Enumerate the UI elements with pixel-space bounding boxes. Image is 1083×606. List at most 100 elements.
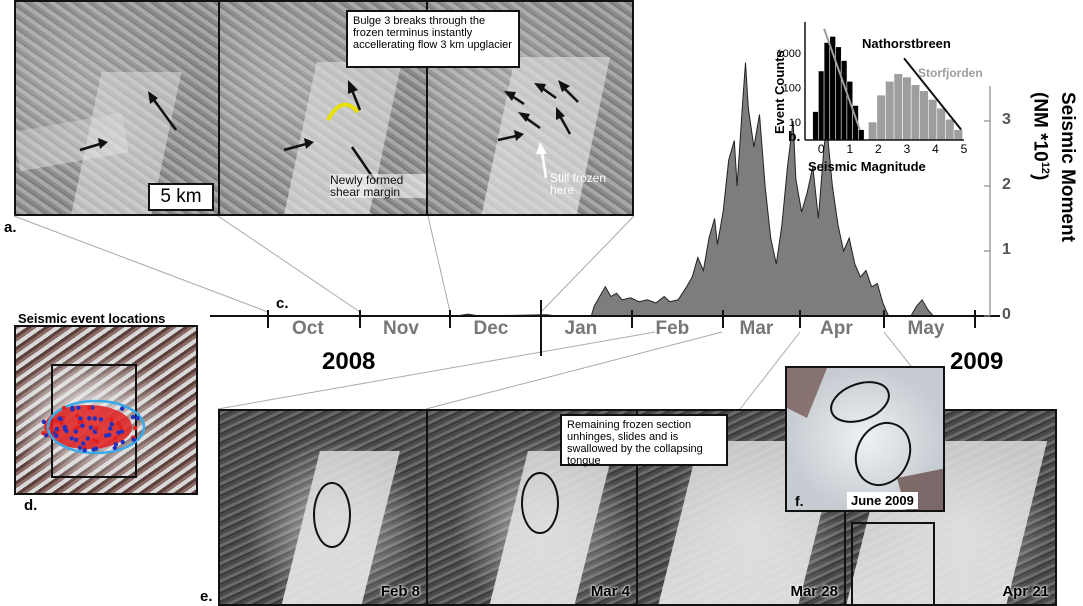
hist-x-tick-label: 1: [846, 142, 853, 156]
event-dot: [78, 416, 83, 421]
hist-ylabel: Event Counts: [772, 50, 787, 134]
hist-bar-storfjorden: [868, 121, 878, 141]
callout-remaining: Remaining frozen section unhinges, slide…: [560, 414, 728, 467]
event-dot: [87, 405, 92, 410]
event-dot: [81, 441, 86, 446]
bulge-front-line: [326, 102, 360, 121]
shear-margin-label: Newly formed shear margin: [330, 174, 426, 198]
panel-label-a: a.: [4, 219, 17, 236]
hist-x-tick-label: 3: [904, 142, 911, 156]
month-label: Nov: [383, 318, 419, 339]
june-2009-ellipses: [787, 368, 943, 510]
hist-bar-storfjorden: [910, 84, 921, 141]
connector-line: [540, 215, 635, 313]
event-dot: [77, 445, 83, 450]
event-dot: [116, 430, 121, 435]
hist-y-tick-label: 10: [789, 117, 801, 129]
event-dot: [108, 426, 113, 431]
event-dot: [133, 425, 138, 431]
event-dot: [120, 406, 125, 411]
event-dot: [85, 436, 91, 441]
y-tick-label: 3: [1002, 111, 1011, 128]
hist-bar-storfjorden: [893, 73, 903, 141]
top-panel-1-arrows: [79, 91, 178, 152]
hist-xlabel: Seismic Magnitude: [808, 159, 926, 174]
hist-bar-storfjorden: [936, 107, 946, 141]
event-dot: [94, 426, 99, 431]
event-dot: [113, 442, 119, 447]
event-dot: [73, 437, 79, 442]
event-dot: [92, 416, 98, 421]
date-label: Feb 8: [380, 583, 420, 600]
hist-bar-nathorstbreen: [812, 111, 819, 141]
event-dot: [112, 445, 118, 451]
scale-bar-box: 5 km: [148, 183, 214, 211]
hist-bar-storfjorden: [953, 129, 963, 141]
hist-bar-storfjorden: [876, 94, 886, 141]
y-tick-label: 2: [1002, 176, 1011, 193]
event-dot: [87, 416, 92, 421]
month-label: Oct: [292, 318, 324, 339]
hist-x-tick-label: 2: [875, 142, 882, 156]
event-dot: [75, 425, 81, 430]
event-dot: [63, 426, 68, 432]
event-dot: [74, 413, 80, 418]
event-dot: [61, 415, 66, 420]
magnitude-histogram: 0 1 2 3 4 5 10 100 1000: [777, 22, 968, 156]
june-2009-label: June 2009: [847, 492, 918, 509]
event-dot: [91, 437, 96, 443]
year-label-2008: 2008: [322, 348, 376, 375]
top-panel-2: Newly formed shear margin: [218, 0, 428, 216]
hist-y-tick-label: 100: [783, 82, 801, 94]
hist-x-tick-label: 4: [932, 142, 939, 156]
still-frozen-label: Still frozen here: [550, 171, 607, 197]
event-dot: [59, 420, 64, 426]
hist-bar-storfjorden: [945, 118, 955, 141]
connector-line: [425, 331, 723, 410]
month-label: Apr: [820, 318, 853, 339]
event-dot: [109, 417, 114, 422]
hist-bar-nathorstbreen: [818, 70, 825, 141]
storfjorden-fit-line: [903, 57, 962, 131]
event-dot: [119, 429, 125, 434]
month-label: May: [907, 318, 945, 339]
hist-bar-storfjorden: [927, 99, 938, 141]
event-dot: [80, 423, 85, 428]
hist-series-storfjorden-label: Storfjorden: [918, 66, 983, 80]
event-dot: [69, 436, 74, 441]
event-dot: [82, 448, 87, 453]
mar4-ellipse: [521, 472, 559, 534]
event-dot: [88, 425, 94, 430]
date-label: Mar 28: [790, 583, 838, 600]
month-label: Jan: [564, 318, 598, 339]
event-dot: [54, 418, 59, 423]
event-dot: [135, 416, 140, 421]
seismic-moment-area: [210, 62, 995, 317]
hist-bar-nathorstbreen: [840, 60, 848, 141]
event-dot: [131, 414, 136, 420]
top-panel-3-arrows: [497, 80, 579, 179]
event-dot: [120, 439, 125, 445]
hist-y-tick-label: 1000: [777, 48, 801, 60]
event-dot: [98, 417, 104, 422]
event-dot: [109, 421, 114, 427]
event-dot: [119, 425, 124, 430]
connector-line: [217, 331, 656, 410]
event-location-overlay: [41, 364, 146, 478]
callout-bulge: Bulge 3 breaks through the frozen termin…: [346, 10, 520, 68]
date-label: Mar 4: [590, 583, 630, 600]
event-dot: [48, 425, 54, 431]
event-dot: [94, 439, 100, 444]
hist-x-tick-label: 5: [961, 142, 968, 156]
y-axis-label-exp: 12: [1039, 161, 1051, 174]
connector-line: [13, 215, 269, 313]
event-dot: [54, 426, 59, 432]
hist-bar-nathorstbreen: [823, 42, 831, 141]
feb8-ellipse: [313, 482, 351, 548]
event-dot: [61, 405, 67, 411]
panel-label-d: d.: [24, 497, 38, 514]
june-2009-panel: f. June 2009: [785, 366, 945, 512]
y-tick-label: 1: [1002, 241, 1011, 258]
connector-line: [739, 331, 801, 410]
